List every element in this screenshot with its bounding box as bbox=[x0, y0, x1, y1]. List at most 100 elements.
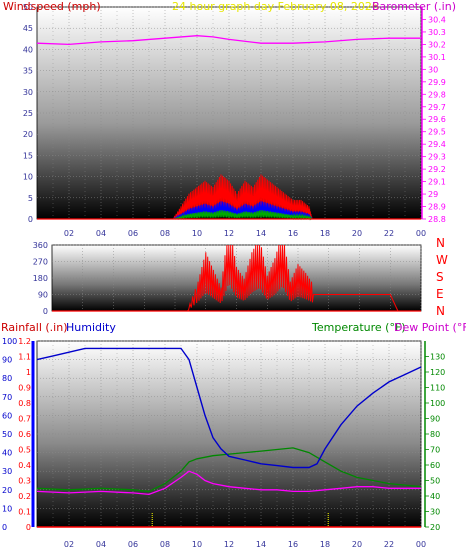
x-tick-label: 14 bbox=[256, 540, 266, 549]
dewpoint-label: Dew Point (°F) bbox=[394, 321, 466, 334]
y2-tick-label: 30.3 bbox=[428, 28, 446, 37]
rain-tick-label: 0.4 bbox=[18, 461, 31, 470]
temperature-tick-label: 90 bbox=[430, 415, 440, 424]
temperature-tick-label: 110 bbox=[430, 384, 445, 393]
x-tick-label: 20 bbox=[352, 229, 362, 238]
wind-direction-line bbox=[186, 244, 399, 312]
y2-tick-label: 29.2 bbox=[428, 165, 446, 174]
dewpoint-line bbox=[36, 470, 421, 496]
temperature-tick-label: 50 bbox=[430, 477, 440, 486]
y2-tick-label: 29.6 bbox=[428, 115, 446, 124]
x-tick-label: 02 bbox=[64, 540, 74, 549]
y-tick-label: 15 bbox=[23, 151, 33, 160]
humidity-tick-label: 50 bbox=[2, 430, 12, 439]
y2-tick-label: 29 bbox=[428, 190, 438, 199]
x-tick-label: 12 bbox=[224, 229, 234, 238]
y2-tick-label: 30.1 bbox=[428, 53, 446, 62]
compass-label: N bbox=[436, 304, 445, 318]
humidity-tick-label: 40 bbox=[2, 449, 12, 458]
x-tick-label: 04 bbox=[96, 540, 106, 549]
y2-tick-label: 30 bbox=[428, 65, 438, 74]
humidity-tick-label: 70 bbox=[2, 393, 12, 402]
temperature-tick-label: 80 bbox=[430, 430, 440, 439]
compass-label: W bbox=[436, 253, 448, 267]
y2-tick-label: 29.7 bbox=[428, 103, 446, 112]
temperature-line bbox=[36, 447, 422, 493]
x-tick-label: 22 bbox=[384, 540, 394, 549]
temperature-tick-label: 60 bbox=[430, 461, 440, 470]
rain-tick-label: 0.1 bbox=[18, 508, 31, 517]
wind-average-line bbox=[37, 210, 313, 221]
x-tick-label: 10 bbox=[192, 229, 202, 238]
temperature-tick-label: 70 bbox=[430, 446, 440, 455]
y-tick-label: 0 bbox=[28, 215, 33, 224]
y-tick-label: 5 bbox=[28, 194, 33, 203]
x-tick-label: 10 bbox=[192, 540, 202, 549]
compass-label: E bbox=[436, 287, 444, 301]
y-tick-label: 40 bbox=[23, 45, 33, 54]
tick-layer: 02 04 06 08 10 12 14 16 18 20 22 000510152025303540… bbox=[2, 3, 448, 549]
direction-tick-label: 360 bbox=[33, 241, 48, 250]
y-tick-label: 20 bbox=[23, 130, 33, 139]
y-tick-label: 50 bbox=[23, 3, 33, 12]
y2-tick-label: 29.3 bbox=[428, 153, 446, 162]
y2-tick-label: 28.9 bbox=[428, 203, 446, 212]
temperature-tick-label: 120 bbox=[430, 368, 445, 377]
x-tick-label: 00 bbox=[416, 540, 426, 549]
humidity-tick-label: 10 bbox=[2, 504, 12, 513]
rain-tick-label: 0.8 bbox=[18, 399, 31, 408]
humidity-tick-label: 100 bbox=[2, 337, 17, 346]
humidity-tick-label: 0 bbox=[2, 523, 7, 532]
compass-label: S bbox=[436, 270, 444, 284]
x-tick-label: 16 bbox=[288, 540, 298, 549]
humidity-tick-label: 80 bbox=[2, 374, 12, 383]
series-layer bbox=[36, 35, 422, 528]
rainfall-label: Rainfall (.in) bbox=[1, 321, 68, 334]
windspeed-label: Windspeed (mph) bbox=[3, 0, 101, 13]
y2-tick-label: 29.4 bbox=[428, 140, 446, 149]
x-tick-label: 06 bbox=[128, 229, 138, 238]
y-tick-label: 10 bbox=[23, 173, 33, 182]
x-tick-label: 18 bbox=[320, 540, 330, 549]
direction-tick-label: 270 bbox=[33, 258, 48, 267]
y2-tick-label: 29.8 bbox=[428, 90, 446, 99]
temperature-label: Temperature (°F) bbox=[311, 321, 406, 334]
x-tick-label: 00 bbox=[416, 229, 426, 238]
humidity-line bbox=[36, 347, 422, 469]
temperature-tick-label: 100 bbox=[430, 399, 445, 408]
rain-tick-label: 1 bbox=[26, 368, 31, 377]
y2-tick-label: 29.9 bbox=[428, 78, 446, 87]
humidity-label: Humidity bbox=[66, 321, 116, 334]
temperature-tick-label: 40 bbox=[430, 492, 440, 501]
rain-tick-label: 0.2 bbox=[18, 492, 31, 501]
rain-tick-label: 0.5 bbox=[18, 446, 31, 455]
x-tick-label: 04 bbox=[96, 229, 106, 238]
x-tick-label: 18 bbox=[320, 229, 330, 238]
direction-tick-label: 180 bbox=[33, 274, 48, 283]
x-tick-label: 12 bbox=[224, 540, 234, 549]
rain-tick-label: 1.1 bbox=[18, 353, 31, 362]
grid-layer bbox=[37, 6, 422, 528]
temperature-tick-label: 30 bbox=[430, 508, 440, 517]
rain-tick-label: 0.6 bbox=[18, 430, 31, 439]
x-tick-label: 08 bbox=[160, 229, 170, 238]
y2-tick-label: 28.8 bbox=[428, 215, 446, 224]
y-tick-label: 45 bbox=[23, 24, 33, 33]
y-tick-label: 25 bbox=[23, 109, 33, 118]
y2-tick-label: 30.2 bbox=[428, 40, 446, 49]
humidity-tick-label: 30 bbox=[2, 467, 12, 476]
y-tick-label: 35 bbox=[23, 67, 33, 76]
x-tick-label: 22 bbox=[384, 229, 394, 238]
x-tick-label: 06 bbox=[128, 540, 138, 549]
direction-tick-label: 90 bbox=[38, 291, 48, 300]
chart-title: 24 hour graph day February 08, 2026 bbox=[172, 0, 379, 13]
x-tick-label: 20 bbox=[352, 540, 362, 549]
rain-tick-label: 0.3 bbox=[18, 477, 31, 486]
rain-tick-label: 0.7 bbox=[18, 415, 31, 424]
y2-tick-label: 30.4 bbox=[428, 15, 446, 24]
x-tick-label: 02 bbox=[64, 229, 74, 238]
x-tick-label: 08 bbox=[160, 540, 170, 549]
barometer-line bbox=[36, 35, 421, 46]
x-tick-label: 14 bbox=[256, 229, 266, 238]
